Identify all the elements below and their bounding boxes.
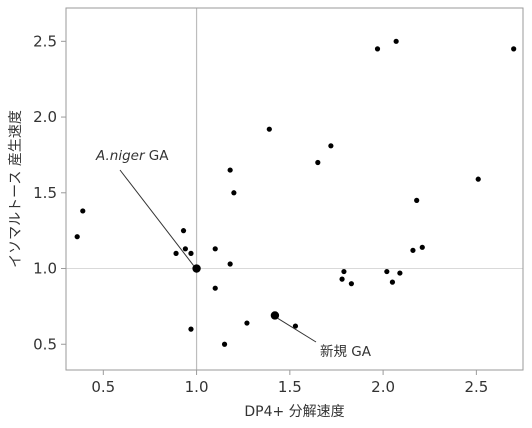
data-point (188, 326, 194, 332)
data-point (80, 208, 86, 214)
data-point (341, 268, 347, 275)
x-tick-label: 1.0 (185, 378, 209, 396)
data-point (292, 323, 299, 329)
data-point (227, 261, 233, 267)
highlighted-point-aniger (192, 264, 201, 273)
data-point (384, 268, 390, 275)
y-tick-label: 1.0 (33, 260, 57, 278)
data-point (182, 246, 188, 252)
callout-label-aniger-species: A.niger (95, 148, 146, 164)
data-point (475, 176, 481, 182)
plot-frame (65, 7, 524, 371)
x-axis-title: DP4+ 分解速度 (244, 404, 344, 420)
y-axis-title: イソマルトース 産生速度 (8, 110, 24, 268)
data-point (374, 46, 381, 52)
x-tick-label: 1.5 (278, 378, 302, 396)
data-point (74, 234, 80, 240)
callout-label-aniger: A.niger GA (95, 148, 169, 164)
data-point (339, 276, 345, 282)
x-tick-label: 2.0 (371, 378, 395, 396)
data-point (231, 190, 237, 196)
callout-line-novel (277, 318, 317, 343)
highlighted-point-novel (270, 311, 280, 320)
data-point (393, 38, 399, 44)
data-point (188, 250, 194, 256)
data-point (328, 143, 334, 149)
data-point (389, 279, 396, 285)
data-point (173, 250, 179, 256)
data-point (227, 167, 233, 173)
y-tick-label: 2.5 (33, 32, 57, 50)
data-point (244, 320, 250, 326)
data-point (397, 270, 403, 276)
data-point (266, 126, 272, 132)
data-point (348, 281, 354, 287)
data-point (180, 228, 187, 234)
data-point (315, 159, 321, 166)
data-point (419, 244, 425, 250)
data-point (410, 247, 416, 253)
y-tick-label: 1.5 (33, 184, 57, 202)
callout-label-novel: 新規 GA (320, 344, 372, 360)
x-tick-label: 2.5 (464, 378, 488, 396)
y-tick-label: 2.0 (33, 108, 57, 126)
data-point (511, 46, 517, 52)
data-point (212, 285, 218, 291)
y-tick-label: 0.5 (33, 335, 57, 353)
data-point (221, 341, 228, 347)
callout-label-aniger-suffix: GA (145, 148, 170, 164)
data-point (414, 197, 420, 203)
callout-line-aniger (119, 169, 194, 266)
x-tick-label: 0.5 (91, 378, 115, 396)
data-point (212, 246, 218, 252)
